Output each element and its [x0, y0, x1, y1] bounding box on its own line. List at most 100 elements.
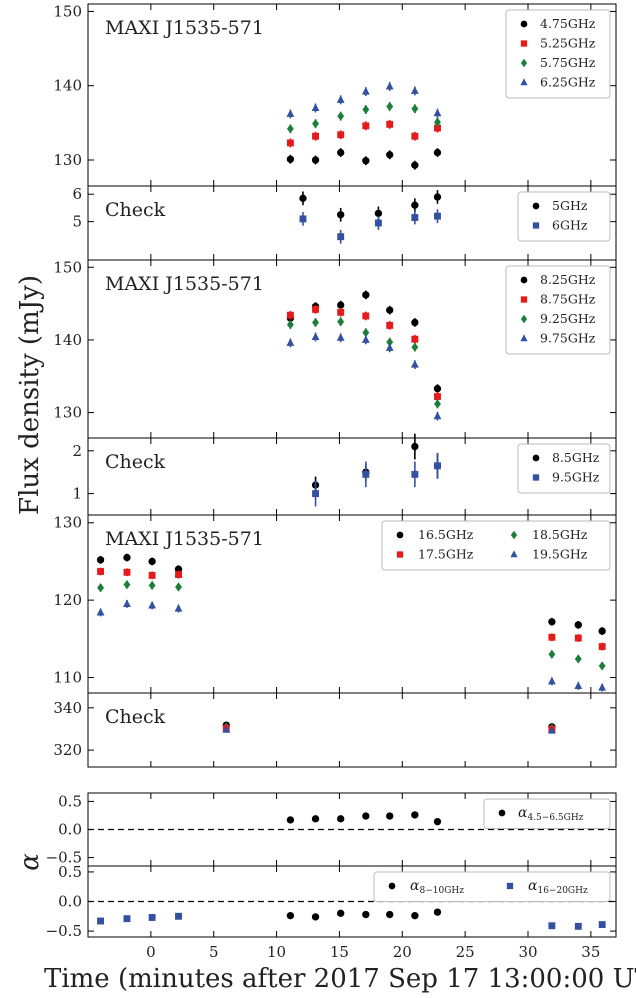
x-tick-label: 35	[581, 943, 600, 961]
legend-marker	[532, 202, 540, 210]
legend-marker	[520, 58, 528, 68]
series-9.5GHz	[312, 452, 441, 507]
series-s1	[222, 722, 556, 733]
series-16.5GHz	[96, 553, 606, 635]
data-point	[386, 151, 394, 159]
data-point	[312, 132, 319, 140]
series-6.25GHz	[286, 81, 442, 119]
data-point	[286, 109, 295, 117]
panel-annotation: MAXI J1535-571	[105, 17, 264, 39]
legend-label: 18.5GHz	[532, 527, 588, 542]
data-point	[174, 604, 183, 612]
y-tick-label: 5	[72, 213, 82, 231]
data-point	[410, 360, 419, 368]
data-point	[411, 912, 419, 920]
panel-p1c: 5 6 Check 5GHz 6GHz	[72, 185, 617, 261]
data-point	[434, 117, 441, 127]
y-tick-label: 0.0	[58, 893, 82, 911]
data-point	[434, 462, 441, 470]
data-point	[123, 599, 131, 607]
panel-annotation: Check	[105, 706, 166, 728]
x-tick-label: 0	[146, 943, 156, 961]
data-point	[374, 209, 383, 218]
data-point	[148, 580, 156, 591]
legend-label: 9.5GHz	[552, 470, 600, 485]
legend-label: 4.75GHz	[540, 16, 596, 31]
legend-label: 5.25GHz	[540, 36, 596, 51]
data-point	[386, 321, 394, 329]
panel-annotation: Check	[105, 199, 166, 221]
series-s3	[222, 725, 556, 734]
y-tick-label: 0.5	[58, 792, 82, 810]
data-point	[386, 812, 394, 820]
x-tick-label: 30	[518, 943, 537, 961]
data-point	[598, 627, 606, 635]
legend-label: α8−10GHz	[410, 878, 464, 896]
series-α16−20GHz	[97, 912, 606, 930]
y-tick-label: 150	[53, 2, 82, 20]
data-point	[97, 583, 105, 593]
data-point	[434, 399, 441, 409]
legend-box	[517, 443, 611, 494]
legend-label: α16−20GHz	[528, 878, 588, 896]
data-point	[433, 908, 442, 916]
data-point	[311, 156, 320, 164]
alpha-axis-label: α	[15, 853, 45, 871]
series-9.75GHz	[286, 332, 442, 421]
data-point	[411, 442, 419, 451]
data-point	[312, 305, 319, 313]
data-point	[362, 104, 370, 115]
data-point	[574, 654, 582, 664]
data-point	[337, 909, 345, 918]
data-point	[361, 87, 370, 95]
data-point	[385, 81, 394, 90]
legend-label: 16.5GHz	[418, 527, 474, 542]
data-point	[598, 682, 607, 691]
panel-annotation: MAXI J1535-571	[105, 273, 264, 295]
legend-marker	[510, 530, 518, 540]
data-point	[411, 161, 419, 169]
data-point	[574, 621, 582, 629]
data-point	[123, 553, 131, 562]
y-tick-label: 130	[53, 404, 82, 422]
data-point	[361, 335, 370, 343]
data-point	[411, 342, 419, 352]
panel-pa1: 0.5 0.0 −0.5 α4.5−6.5GHz	[46, 792, 617, 867]
legend-label: 17.5GHz	[418, 547, 474, 562]
data-point	[311, 332, 320, 341]
legend-box	[517, 191, 611, 242]
data-point	[362, 122, 370, 130]
data-point	[299, 194, 307, 203]
y-tick-label: 110	[53, 669, 82, 687]
data-point	[362, 910, 370, 919]
legend-box	[505, 9, 611, 99]
series-9.25GHz	[286, 317, 441, 409]
data-point	[362, 328, 370, 338]
data-point	[598, 661, 606, 671]
data-point	[337, 111, 345, 121]
legend-marker	[520, 334, 528, 342]
data-point	[433, 384, 442, 393]
data-point	[386, 306, 394, 314]
data-point	[337, 211, 345, 219]
data-point	[433, 411, 442, 420]
data-point	[386, 101, 394, 112]
data-point	[286, 124, 294, 134]
data-point	[386, 337, 394, 347]
legend-marker	[532, 474, 540, 481]
data-point	[410, 86, 419, 94]
legend-label: 8.75GHz	[540, 292, 596, 307]
legend-label: 9.75GHz	[540, 331, 596, 346]
data-point	[574, 681, 583, 690]
data-point	[123, 568, 131, 576]
data-point	[411, 318, 419, 327]
data-point	[286, 338, 295, 346]
y-tick-label: 140	[53, 331, 82, 349]
data-point	[148, 914, 156, 921]
panel-p3c: 320 340 Check	[53, 692, 617, 768]
legend-marker	[520, 40, 528, 47]
data-point	[548, 922, 556, 930]
data-point	[411, 201, 419, 209]
panel-p2c: 1 2 Check 8.5GHz 9.5GHz	[72, 433, 617, 516]
